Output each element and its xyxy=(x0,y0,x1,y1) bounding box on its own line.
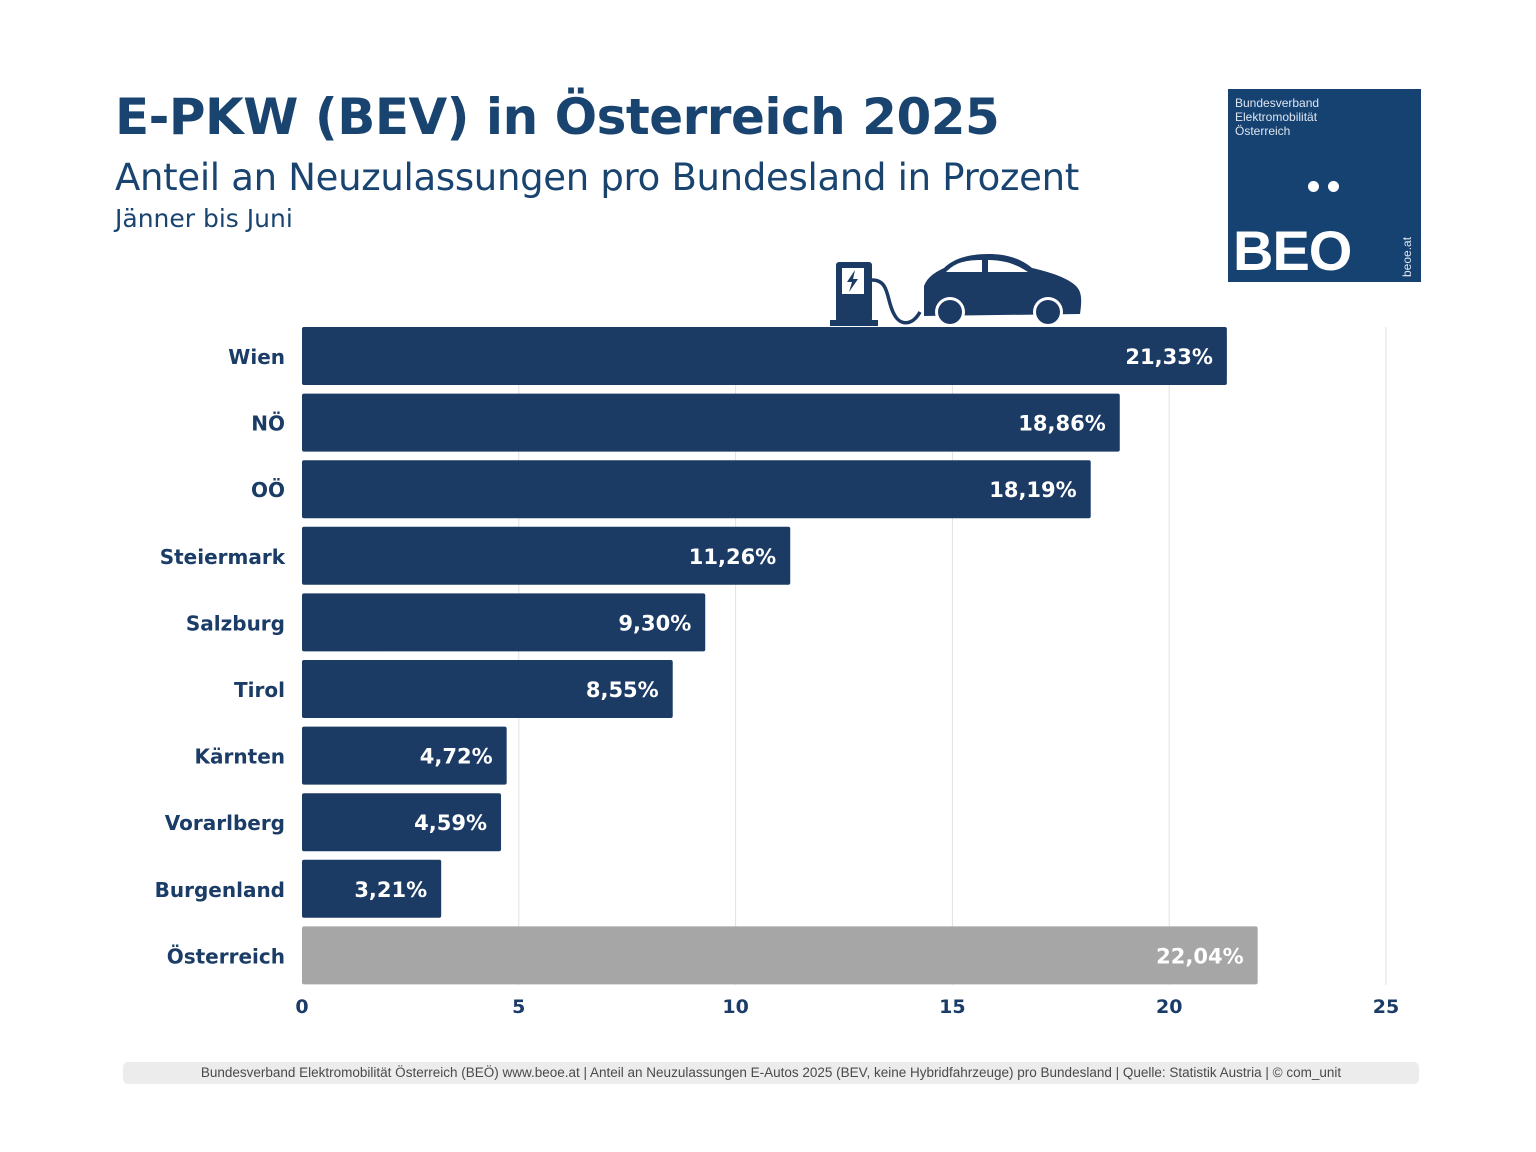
umlaut-dots-icon xyxy=(1308,179,1348,197)
chart-period: Jänner bis Juni xyxy=(115,204,293,233)
x-tick-label: 15 xyxy=(939,996,965,1018)
logo-org-name: Bundesverband Elektromobilität Österreic… xyxy=(1235,96,1319,138)
bar xyxy=(302,926,1258,985)
category-label: Salzburg xyxy=(186,611,285,635)
cable-icon xyxy=(871,278,922,325)
category-label: Burgenland xyxy=(155,878,285,902)
x-tick-label: 20 xyxy=(1156,996,1182,1018)
category-label: Kärnten xyxy=(195,745,285,769)
data-label: 21,33% xyxy=(1125,345,1212,369)
data-label: 11,26% xyxy=(689,545,776,569)
beo-logo: Bundesverband Elektromobilität Österreic… xyxy=(1228,89,1421,282)
category-label: Wien xyxy=(228,345,285,369)
footer-credits: Bundesverband Elektromobilität Österreic… xyxy=(123,1062,1419,1084)
logo-mark: BEO xyxy=(1233,219,1352,282)
lightning-icon xyxy=(847,270,858,292)
data-label: 22,04% xyxy=(1156,944,1243,968)
bar-chart: 21,33% 18,86% 18,19% 11,26% 9,30% 8,55% 4,72% 4… xyxy=(155,327,1399,1018)
bar xyxy=(302,327,1227,385)
x-tick-label: 5 xyxy=(512,996,525,1018)
x-tick-label: 25 xyxy=(1373,996,1399,1018)
bar xyxy=(302,460,1091,519)
data-label: 9,30% xyxy=(618,611,691,635)
data-label: 18,19% xyxy=(989,478,1076,502)
bar xyxy=(302,793,502,852)
data-label: 8,55% xyxy=(586,678,659,702)
logo-org-line: Bundesverband xyxy=(1235,96,1320,110)
data-label: 4,59% xyxy=(414,811,487,835)
category-label: Tirol xyxy=(234,678,285,702)
data-label: 18,86% xyxy=(1018,412,1105,436)
bar xyxy=(302,726,507,785)
chart-title: E-PKW (BEV) in Österreich 2025 xyxy=(115,88,1000,146)
logo-org-line: Elektromobilität xyxy=(1235,110,1318,124)
category-label: Vorarlberg xyxy=(165,811,285,835)
bar xyxy=(302,859,442,918)
category-label: Österreich xyxy=(167,944,285,968)
category-label: NÖ xyxy=(251,412,285,436)
category-label: OÖ xyxy=(251,478,285,502)
bar xyxy=(302,593,706,652)
logo-org-line: Österreich xyxy=(1235,124,1291,138)
bar xyxy=(302,526,791,585)
chart-subtitle: Anteil an Neuzulassungen pro Bundesland … xyxy=(115,156,1079,199)
data-label: 4,72% xyxy=(420,745,493,769)
x-tick-label: 0 xyxy=(295,996,308,1018)
bar xyxy=(302,660,673,718)
bar xyxy=(302,393,1120,452)
x-tick-label: 10 xyxy=(722,996,748,1018)
ev-charging-car-icon xyxy=(830,254,1082,327)
data-label: 3,21% xyxy=(354,878,427,902)
category-label: Steiermark xyxy=(160,545,286,569)
